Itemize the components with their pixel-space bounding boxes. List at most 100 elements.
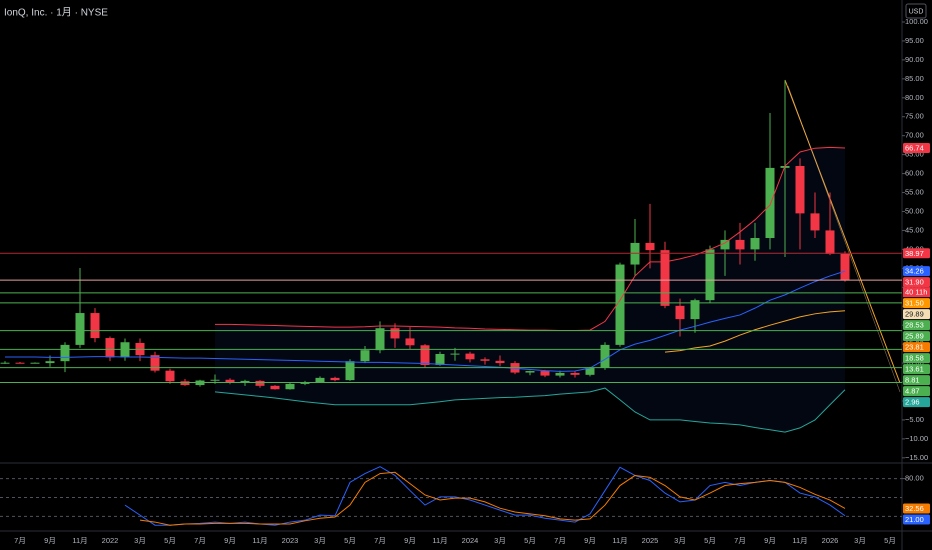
- candle-body: [255, 380, 265, 386]
- x-tick-label: 5月: [524, 536, 536, 545]
- candle-body: [570, 372, 580, 375]
- candle-body: [60, 344, 70, 362]
- currency: USD: [909, 8, 924, 15]
- price-label: 31.90: [905, 278, 924, 287]
- y-tick-label: −15.00: [905, 453, 928, 462]
- candle-body: [210, 379, 220, 381]
- candle-body: [270, 385, 280, 390]
- price-label: 25.89: [905, 332, 924, 341]
- x-tick-label: 9月: [404, 536, 416, 545]
- x-tick-label: 9月: [44, 536, 56, 545]
- candle-body: [30, 362, 40, 364]
- price-label-box: [903, 375, 930, 386]
- x-tick-label: 5月: [884, 536, 896, 545]
- y-tick-label: 80.00: [905, 93, 924, 102]
- x-tick-label: 9月: [224, 536, 236, 545]
- candle-body: [0, 362, 10, 364]
- x-tick-label: 5月: [164, 536, 176, 545]
- x-tick-label: 11月: [432, 536, 447, 545]
- x-tick-label: 7月: [374, 536, 386, 545]
- x-tick-label: 3月: [854, 536, 866, 545]
- price-label-box: [903, 342, 930, 353]
- y-tick-label: 70.00: [905, 131, 924, 140]
- candle-body: [180, 381, 190, 386]
- candle-body: [165, 370, 175, 382]
- candle-body: [360, 350, 370, 362]
- candle-body: [45, 361, 55, 364]
- price-label-box: [903, 331, 930, 342]
- price-label: 18.58: [905, 354, 924, 363]
- x-tick-label: 5月: [704, 536, 716, 545]
- price-label: 13.61: [905, 365, 924, 374]
- candle-body: [810, 213, 820, 231]
- y-tick-label: 75.00: [905, 112, 924, 121]
- price-label-box: [903, 386, 930, 397]
- candle-body: [150, 355, 160, 371]
- y-tick-label: −5.00: [905, 415, 924, 424]
- x-tick-label: 3月: [314, 536, 326, 545]
- x-tick-label: 11月: [612, 536, 627, 545]
- countdown-box: [903, 287, 930, 298]
- y-tick-label: 85.00: [905, 74, 924, 83]
- x-tick-label: 2025: [642, 536, 659, 545]
- price-label-box: [903, 353, 930, 364]
- candle-body: [840, 253, 850, 281]
- candle-body: [525, 371, 535, 373]
- candle-body: [330, 377, 340, 381]
- price-label: 31.50: [905, 299, 924, 308]
- countdown: 40 11h: [905, 288, 927, 297]
- y-tick-label: 60.00: [905, 169, 924, 178]
- price-label: 29.89: [905, 310, 924, 319]
- candle-body: [675, 305, 685, 320]
- currency-button[interactable]: [905, 3, 927, 19]
- price-label: 34.26: [905, 267, 924, 276]
- price-label-box: [903, 397, 930, 408]
- candle-body: [690, 300, 700, 320]
- price-label: 66.74: [905, 144, 924, 153]
- price-label-box: [903, 143, 930, 154]
- x-tick-label: 11月: [72, 536, 87, 545]
- candle-body: [750, 238, 760, 250]
- x-tick-label: 9月: [764, 536, 776, 545]
- candle-body: [225, 379, 235, 383]
- x-tick-label: 2026: [822, 536, 839, 545]
- y-tick-label: 80.00: [905, 474, 924, 483]
- indicator-line: [124, 466, 846, 526]
- candle-body: [735, 239, 745, 250]
- chart-title: IonQ, Inc. · 1月 · NYSE: [4, 7, 108, 19]
- x-tick-label: 11月: [792, 536, 807, 545]
- candle-body: [435, 353, 445, 365]
- candle-body: [825, 230, 835, 254]
- price-label: 38.97: [905, 249, 924, 258]
- y-tick-label: −10.00: [905, 434, 928, 443]
- x-tick-label: 5月: [344, 536, 356, 545]
- y-tick-label: 50.00: [905, 206, 924, 215]
- x-tick-label: 7月: [14, 536, 26, 545]
- candle-body: [795, 166, 805, 214]
- y-tick-label: 65.00: [905, 150, 924, 159]
- price-label-box: [903, 266, 930, 277]
- x-tick-label: 2022: [102, 536, 119, 545]
- price-label: 2.96: [905, 398, 920, 407]
- candle-body: [600, 344, 610, 369]
- trend-line[interactable]: [787, 85, 901, 393]
- price-label: 21.00: [905, 515, 924, 524]
- y-tick-label: 100.00: [905, 17, 928, 26]
- indicator-line: [139, 471, 846, 526]
- price-label-box: [903, 277, 930, 288]
- price-label-box: [903, 364, 930, 375]
- candle-body: [465, 353, 475, 360]
- x-tick-label: 3月: [674, 536, 686, 545]
- candle-body: [105, 338, 115, 358]
- indicator-line: [664, 310, 846, 353]
- candle-body: [705, 249, 715, 301]
- candle-body: [450, 353, 460, 355]
- price-label: 28.53: [905, 321, 924, 330]
- candle-body: [660, 250, 670, 306]
- y-tick-label: 55.00: [905, 188, 924, 197]
- candle-body: [495, 360, 505, 364]
- price-label: 8.81: [905, 376, 920, 385]
- candle-body: [240, 380, 250, 383]
- price-label-box: [903, 503, 930, 514]
